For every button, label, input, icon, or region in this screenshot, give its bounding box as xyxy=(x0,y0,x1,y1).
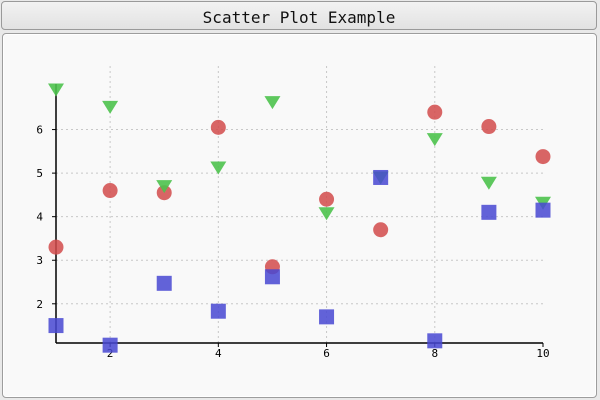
squares-point-6 xyxy=(319,309,335,325)
y-tick-label-4: 4 xyxy=(36,211,43,224)
triangles-point-6 xyxy=(318,207,335,221)
axes xyxy=(52,84,544,347)
triangles-point-4 xyxy=(210,161,227,175)
squares-point-10 xyxy=(535,202,551,218)
circles-point-2 xyxy=(102,183,118,199)
title-bar: Scatter Plot Example xyxy=(1,1,597,30)
squares-point-9 xyxy=(481,204,497,220)
circles-point-1 xyxy=(48,239,64,255)
circles-point-10 xyxy=(535,149,551,165)
x-tick-label-4: 4 xyxy=(215,347,222,360)
circles-point-7 xyxy=(373,222,389,238)
squares-point-4 xyxy=(210,303,226,319)
squares-point-8 xyxy=(427,333,443,349)
y-tick-label-2: 2 xyxy=(36,298,43,311)
grid-lines xyxy=(56,66,543,343)
circles-point-8 xyxy=(427,104,443,120)
data-points xyxy=(48,83,551,353)
circles-point-9 xyxy=(481,119,497,135)
triangles-point-8 xyxy=(426,133,443,147)
circles-point-4 xyxy=(210,119,226,135)
triangles-point-3 xyxy=(156,180,173,194)
squares-point-7 xyxy=(373,169,389,185)
plot-panel xyxy=(2,33,597,398)
triangles-point-2 xyxy=(102,100,119,114)
x-tick-label-2: 2 xyxy=(107,347,114,360)
triangles-point-5 xyxy=(264,96,281,110)
window-title: Scatter Plot Example xyxy=(202,8,396,27)
y-tick-label-5: 5 xyxy=(36,167,43,180)
circles-point-6 xyxy=(319,191,335,207)
x-tick-label-10: 10 xyxy=(536,347,549,360)
triangles-point-1 xyxy=(48,83,64,97)
y-tick-label-3: 3 xyxy=(36,254,43,267)
squares-point-2 xyxy=(102,337,118,353)
squares-point-5 xyxy=(264,269,280,285)
squares-point-3 xyxy=(156,275,172,291)
x-tick-label-8: 8 xyxy=(431,347,438,360)
tick-labels: 2 4 6 8 10 2 3 4 5 6 xyxy=(36,124,549,360)
squares-point-1 xyxy=(48,318,64,334)
y-tick-label-6: 6 xyxy=(36,124,43,137)
x-tick-label-6: 6 xyxy=(323,347,330,360)
triangles-point-9 xyxy=(480,176,497,190)
